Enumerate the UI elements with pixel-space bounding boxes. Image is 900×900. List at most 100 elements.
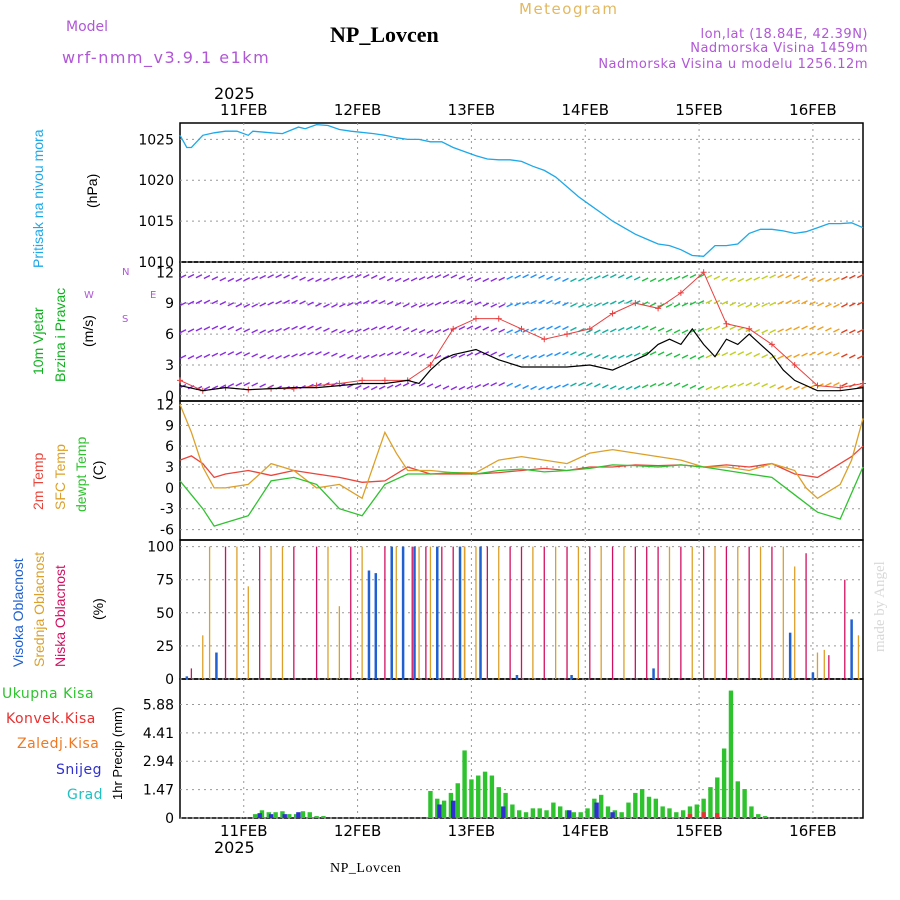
wind-barb	[769, 274, 776, 279]
wind-barb	[434, 301, 442, 306]
wind-barb	[697, 385, 705, 390]
wind-barb	[378, 352, 386, 358]
wind-barb	[426, 302, 434, 307]
wind-barb	[817, 302, 824, 307]
wind-barb	[705, 354, 713, 359]
wind-barb	[339, 353, 346, 359]
wind-barb	[275, 300, 282, 305]
wind-barb	[641, 325, 649, 330]
wind-barb	[474, 383, 482, 389]
day-tick-label-top: 11FEB	[220, 101, 267, 119]
total-precip-bar	[633, 792, 638, 818]
footer-station: NP_Lovcen	[330, 861, 402, 876]
snow-bar	[257, 813, 262, 818]
gust-marker	[723, 320, 730, 327]
wind-barb	[402, 382, 410, 387]
total-precip-bar	[701, 798, 706, 818]
wind-barb	[609, 355, 617, 360]
y-tick-label: 1010	[138, 255, 174, 271]
wind-barb	[793, 326, 800, 331]
wind-barb	[785, 299, 792, 305]
wind-barb	[434, 328, 442, 334]
wind-barb	[466, 325, 474, 330]
gust-marker	[518, 325, 525, 332]
wind-barb	[745, 303, 753, 308]
wind-barb	[331, 276, 338, 281]
gust-marker	[564, 331, 571, 338]
wind-barb	[203, 353, 211, 359]
wind-barb	[458, 299, 466, 304]
total-precip-bar	[749, 806, 754, 818]
gust-marker	[359, 377, 366, 384]
wind-barb	[482, 302, 490, 307]
total-precip-bar	[694, 804, 700, 818]
day-tick-label-bottom: 13FEB	[448, 822, 495, 840]
gust-marker	[586, 325, 593, 332]
total-precip-bar	[321, 816, 326, 818]
total-precip-bar	[667, 808, 672, 818]
total-precip-bar	[462, 750, 467, 818]
y-tick-label: 75	[156, 573, 174, 589]
wind-barb	[179, 274, 187, 279]
legend-hail: Grad	[67, 787, 104, 803]
snow-bar	[282, 814, 287, 818]
day-tick-label-bottom: 12FEB	[334, 822, 381, 840]
wind-barb	[841, 353, 848, 358]
wind-barb	[323, 351, 330, 356]
wind-barb	[211, 300, 219, 305]
wind-barb	[769, 301, 776, 307]
day-tick-label-top: 16FEB	[789, 101, 836, 119]
wind-barb	[809, 277, 816, 282]
wind-barb	[426, 354, 434, 359]
wind-barb	[570, 302, 577, 308]
wind-barb	[801, 325, 808, 330]
wind-barb	[609, 385, 617, 390]
wind-barb	[203, 326, 211, 331]
model-name: wrf-nmm_v3.9.1 e1km	[62, 48, 271, 67]
wind-barb	[442, 328, 450, 333]
gust-marker	[700, 269, 707, 276]
snow-bar	[594, 802, 599, 818]
gust-marker	[860, 380, 866, 387]
wind-barb	[817, 326, 824, 331]
wind-barb	[856, 301, 864, 306]
total-precip-bar	[715, 777, 720, 818]
y-tick-label: 0	[165, 389, 174, 405]
wind-barb	[801, 385, 808, 390]
wind-barb	[841, 275, 848, 281]
wind-barb	[562, 277, 569, 282]
wind-barb	[538, 385, 545, 391]
wind-barb	[498, 328, 506, 333]
y-tick-label: 0	[165, 481, 174, 497]
wind-barb	[625, 325, 633, 331]
wind-barb	[291, 325, 298, 331]
total-precip-bar	[619, 812, 624, 818]
wind-barb	[195, 354, 203, 359]
wind-barb	[315, 326, 322, 331]
station-title: NP_Lovcen	[330, 22, 439, 47]
wind-barb	[729, 301, 737, 307]
wind-barb	[267, 301, 274, 306]
day-tick-label-bottom: 14FEB	[562, 822, 609, 840]
wind-barb	[291, 275, 298, 280]
wind-barb	[602, 329, 609, 334]
wind-barb	[315, 351, 322, 356]
wind-barb	[530, 300, 537, 305]
wind-barb	[251, 329, 259, 334]
total-precip-bar	[762, 816, 768, 818]
wind-barb	[609, 328, 617, 333]
wind-barb	[227, 383, 235, 388]
wind-barb	[673, 353, 681, 358]
wind-barb	[370, 274, 378, 280]
wind-barb	[625, 385, 633, 391]
wind-barb	[187, 300, 195, 305]
wind-barb	[665, 328, 673, 333]
wind-barb	[506, 329, 514, 334]
wind-barb	[745, 277, 753, 282]
wind-barb	[673, 275, 681, 281]
wind-barb	[570, 382, 577, 387]
wind-barb	[594, 383, 601, 388]
wind-barb	[753, 352, 761, 358]
wind-barb	[498, 303, 506, 308]
wind-barb	[251, 382, 259, 387]
